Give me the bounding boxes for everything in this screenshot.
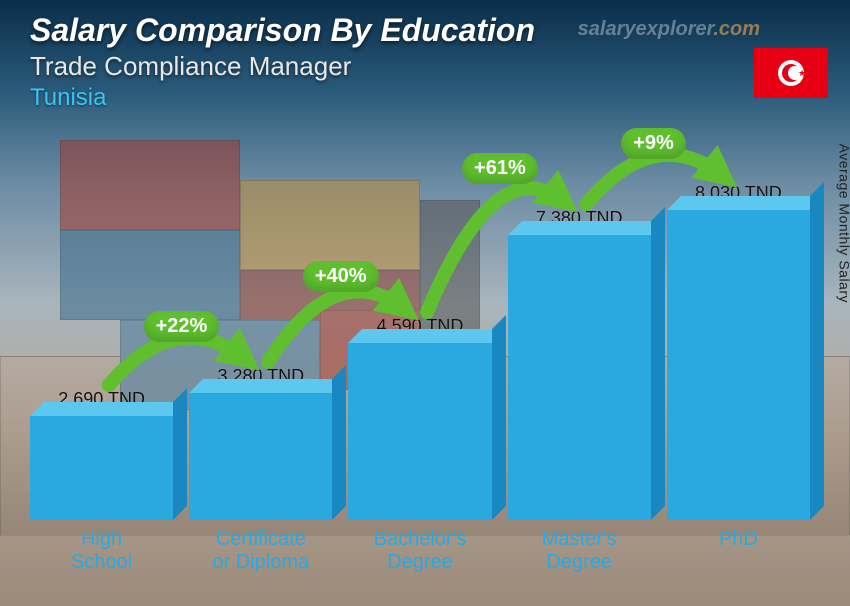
bar-2: 4,590 TND bbox=[348, 316, 491, 520]
flag-icon: ★ bbox=[754, 48, 828, 98]
watermark-main: salaryexplorer bbox=[578, 18, 714, 40]
delta-badge-2: +61% bbox=[462, 153, 538, 184]
x-label-1: Certificateor Diploma bbox=[189, 528, 332, 588]
x-label-4: PhD bbox=[667, 528, 810, 588]
bar-4: 8,030 TND bbox=[667, 183, 810, 520]
x-label-3: Master'sDegree bbox=[508, 528, 651, 588]
y-axis-label: Average Monthly Salary bbox=[836, 144, 850, 303]
x-labels: HighSchool Certificateor Diploma Bachelor'… bbox=[30, 528, 810, 588]
watermark: salaryexplorer.com bbox=[578, 18, 760, 41]
page-subtitle: Trade Compliance Manager bbox=[30, 51, 820, 82]
watermark-suffix: .com bbox=[713, 18, 760, 40]
page-country: Tunisia bbox=[30, 84, 820, 112]
x-label-2: Bachelor'sDegree bbox=[348, 528, 491, 588]
delta-badge-1: +40% bbox=[303, 261, 379, 292]
bar-3: 7,380 TND bbox=[508, 208, 651, 520]
salary-chart: 2,690 TND3,280 TND4,590 TND7,380 TND8,03… bbox=[30, 140, 810, 588]
delta-badge-3: +9% bbox=[621, 128, 686, 159]
bar-0: 2,690 TND bbox=[30, 389, 173, 520]
delta-badge-0: +22% bbox=[144, 311, 220, 342]
x-label-0: HighSchool bbox=[30, 528, 173, 588]
bar-1: 3,280 TND bbox=[189, 366, 332, 520]
